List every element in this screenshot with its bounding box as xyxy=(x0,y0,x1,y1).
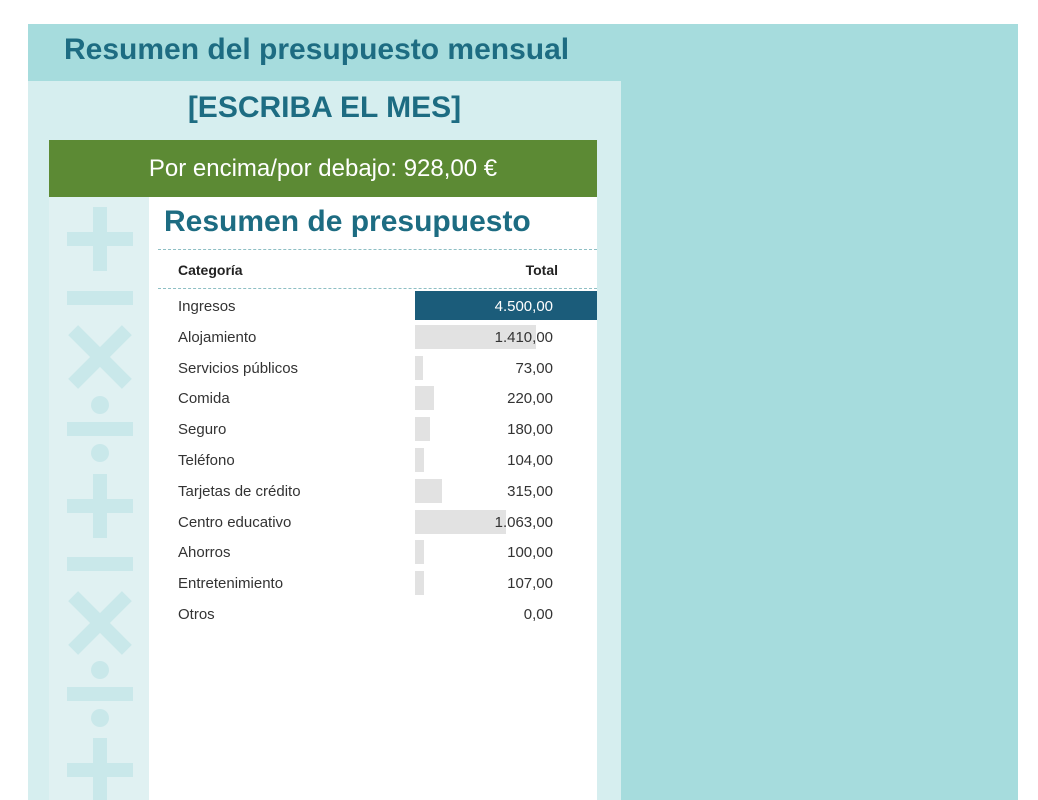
data-bar xyxy=(415,386,434,411)
row-label: Servicios públicos xyxy=(178,359,299,377)
title-divider xyxy=(158,249,597,250)
row-value: 1.410,00 xyxy=(494,328,553,346)
row-value: 107,00 xyxy=(507,575,553,593)
budget-sheet: Resumen del presupuesto mensual [ESCRIBA… xyxy=(28,24,1018,800)
page-title: Resumen del presupuesto mensual xyxy=(64,33,570,66)
row-value: 4.500,00 xyxy=(494,298,553,315)
row-value: 73,00 xyxy=(515,359,553,377)
summary-table: Ingresos 4.500,00 Alojamiento 1.410,00 S… xyxy=(49,291,597,630)
row-label: Ingresos xyxy=(178,298,236,315)
row-label: Alojamiento xyxy=(178,328,257,346)
table-row-ahorros[interactable]: Ahorros 100,00 xyxy=(49,537,597,568)
table-row-comida[interactable]: Comida 220,00 xyxy=(49,383,597,414)
row-value: 1.063,00 xyxy=(494,513,553,531)
data-bar xyxy=(415,509,506,534)
data-bar xyxy=(415,355,423,380)
table-row-centro-educativo[interactable]: Centro educativo 1.063,00 xyxy=(49,507,597,538)
month-field[interactable]: [ESCRIBA EL MES] xyxy=(187,91,462,124)
header-divider xyxy=(158,288,597,289)
row-label: Tarjetas de crédito xyxy=(178,482,301,500)
column-header-total: Total xyxy=(525,262,558,278)
row-label: Entretenimiento xyxy=(178,575,284,593)
row-value: 104,00 xyxy=(507,451,553,469)
data-bar xyxy=(415,447,424,472)
table-row-otros[interactable]: Otros 0,00 xyxy=(49,599,597,630)
data-bar xyxy=(415,540,424,565)
data-bar xyxy=(415,324,536,349)
row-label: Comida xyxy=(178,390,230,408)
table-row-telefono[interactable]: Teléfono 104,00 xyxy=(49,445,597,476)
column-header-category: Categoría xyxy=(178,262,243,278)
table-row-servicios[interactable]: Servicios públicos 73,00 xyxy=(49,353,597,384)
table-row-ingresos[interactable]: Ingresos 4.500,00 xyxy=(49,291,597,322)
summary-card: Resumen de presupuesto Categoría Total I… xyxy=(49,197,597,800)
data-bar xyxy=(415,417,430,442)
math-symbols-icon xyxy=(67,207,133,800)
data-bar xyxy=(415,291,597,320)
row-label: Otros xyxy=(178,605,215,623)
math-symbols-decoration xyxy=(49,197,149,800)
row-label: Centro educativo xyxy=(178,513,292,531)
summary-title: Resumen de presupuesto xyxy=(164,205,531,238)
row-value: 220,00 xyxy=(507,390,553,408)
table-row-alojamiento[interactable]: Alojamiento 1.410,00 xyxy=(49,322,597,353)
row-value: 180,00 xyxy=(507,421,553,439)
row-label: Seguro xyxy=(178,421,227,439)
row-label: Teléfono xyxy=(178,451,235,469)
row-value: 0,00 xyxy=(523,605,553,623)
table-row-entretenimiento[interactable]: Entretenimiento 107,00 xyxy=(49,568,597,599)
table-row-tarjetas[interactable]: Tarjetas de crédito 315,00 xyxy=(49,476,597,507)
table-row-seguro[interactable]: Seguro 180,00 xyxy=(49,414,597,445)
data-bar xyxy=(415,478,442,503)
row-value: 315,00 xyxy=(507,482,553,500)
over-under-banner: Por encima/por debajo: 928,00 € xyxy=(49,140,597,197)
row-value: 100,00 xyxy=(507,544,553,562)
row-label: Ahorros xyxy=(178,544,231,562)
data-bar xyxy=(415,571,424,596)
